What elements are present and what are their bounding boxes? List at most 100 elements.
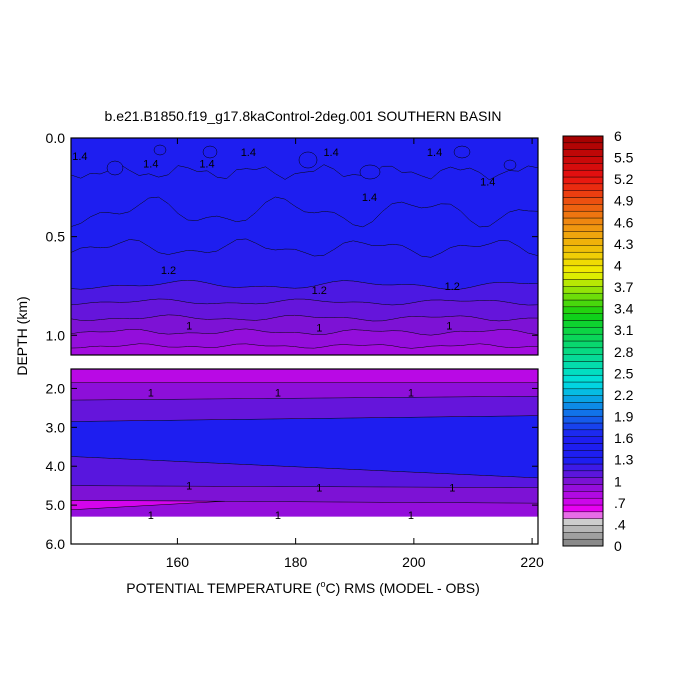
colorbar-box [562,327,604,335]
chart-title: b.e21.B1850.f19_g17.8kaControl-2deg.001 … [105,108,502,124]
upper-band-5 [71,298,538,322]
upper-blob-2 [202,145,218,159]
colorbar-label: 2.2 [614,387,634,403]
upper-contour-line-7 [71,343,538,349]
colorbar-box [562,395,604,403]
colorbar-frame [562,135,604,547]
lower-empty-region [71,516,538,544]
lower-ytick-label: 6.0 [46,536,66,552]
lower-contour-line-1 [71,395,538,401]
colorbar-box [562,238,604,246]
lower-contour-label: 1 [449,483,455,495]
colorbar-box [562,245,604,253]
colorbar-label: 1 [614,473,622,489]
colorbar-label: 1.9 [614,409,634,425]
colorbar-box [562,272,604,280]
colorbar-box [562,415,604,424]
upper-contour-line-6 [71,328,538,336]
upper-panel: 1.4 1.4 1.4 1.4 1.4 1.4 1.4 1.4 1.2 1.2 1.2 1 1 1 0.0… [46,130,539,356]
upper-contour-label: 1 [186,320,192,332]
colorbar-box [562,532,604,540]
colorbar-box [562,422,604,431]
upper-contour-label: 1.4 [427,147,442,159]
upper-contour-line-4 [71,298,538,306]
colorbar-box [562,511,604,519]
colorbar-box [562,484,604,492]
colorbar-box [562,135,604,144]
colorbar-box [562,258,604,267]
colorbar-label: 4.3 [614,236,634,252]
colorbar-label: 4.9 [614,193,634,209]
upper-contour-label: 1 [316,322,322,334]
upper-ytick-label: 0.5 [46,229,66,245]
lower-contour-label: 1 [186,481,192,493]
xtick-label: 220 [520,554,544,570]
lower-band-3 [71,415,538,478]
xtick-label: 180 [284,554,308,570]
lower-contour-label: 1 [275,387,281,399]
upper-band-1 [71,164,538,227]
lower-contour-label: 1 [148,387,154,399]
colorbar-label: 4 [614,257,622,273]
upper-contour-label: 1.2 [312,285,327,297]
upper-band-8 [71,343,538,355]
upper-band-2 [71,196,538,258]
upper-band-3 [71,238,538,290]
upper-panel-frame [70,137,539,356]
upper-contour-label: 1.4 [143,159,158,171]
colorbar-box [562,197,604,205]
colorbar-box [562,340,604,349]
upper-contour-line-0 [71,163,538,181]
upper-contour-line-2 [71,238,538,258]
upper-contour-line-3 [71,280,538,290]
colorbar-box [562,299,604,308]
colorbar-box [562,538,604,547]
x-axis: 160 180 200 220 [166,138,544,570]
colorbar-box [562,313,604,321]
x-axis-label-superscript: o [320,579,325,589]
lower-contour-label: 1 [408,510,414,522]
colorbar-label: 3.1 [614,322,634,338]
colorbar-label: 2.8 [614,344,634,360]
colorbar-box [562,169,604,178]
lower-band-0 [71,369,538,383]
colorbar-box [562,429,604,437]
upper-contour-label: 1 [446,320,452,332]
colorbar-box [562,388,604,396]
upper-contour-label: 1.4 [362,192,377,204]
lower-contour-label: 1 [316,483,322,495]
upper-blob-1 [153,144,167,156]
colorbar-box [562,224,604,232]
lower-wedge [71,500,225,511]
colorbar-box [562,204,604,212]
colorbar-box [562,183,604,191]
upper-ytick-label: 1.0 [46,327,66,343]
colorbar-box [562,333,604,342]
colorbar-box [562,443,604,451]
lower-contour-line-4 [71,485,538,488]
colorbar-box [562,251,604,260]
colorbar-box [562,477,604,485]
colorbar-label: .7 [614,495,626,511]
upper-contour-line-1 [71,196,538,228]
colorbar-box [562,306,604,314]
colorbar-box [562,279,604,287]
colorbar-label: 5.2 [614,171,634,187]
upper-blob-3 [298,151,318,169]
upper-contour-label: 1.4 [199,159,214,171]
colorbar-label: 5.5 [614,150,634,166]
upper-band-6 [71,314,538,336]
colorbar-box [562,491,604,499]
colorbar-box [562,374,604,383]
lower-contour-label: 1 [148,510,154,522]
colorbar-box [562,450,604,458]
xtick-label: 160 [166,554,190,570]
colorbar-box [562,176,604,185]
colorbar-box [562,402,604,410]
colorbar: 6 5.5 5.2 4.9 4.6 4.3 4 3.7 3.4 3.1 2.8 2.5 2.2 1.9 1.… [562,128,634,554]
upper-contour-label: 1.4 [241,147,256,159]
lower-panel-frame [70,368,539,545]
colorbar-box [562,265,604,273]
lower-ytick-label: 4.0 [46,458,66,474]
